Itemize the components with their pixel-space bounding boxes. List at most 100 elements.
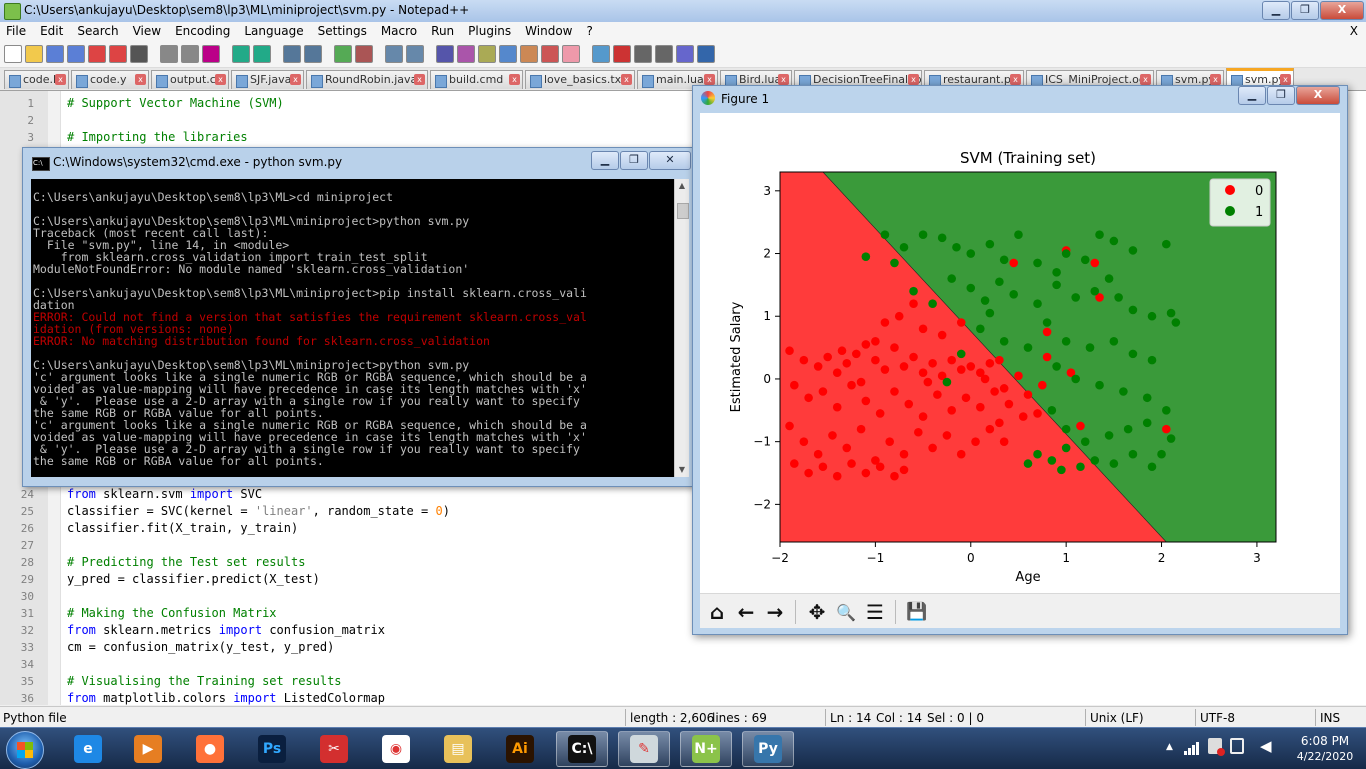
menu-item[interactable]: Macro xyxy=(380,24,418,38)
menu-item[interactable]: Window xyxy=(525,24,573,38)
monitoring-icon[interactable] xyxy=(592,45,610,63)
menu-item[interactable]: Plugins xyxy=(468,24,512,38)
tray-expand-icon[interactable]: ▲ xyxy=(1166,742,1173,752)
npp-maximize-button[interactable]: ❐ xyxy=(1291,1,1319,20)
tab-close-icon[interactable]: x xyxy=(1010,74,1021,85)
save-icon[interactable] xyxy=(46,45,64,63)
pan-icon[interactable]: ✥ xyxy=(808,600,826,624)
menu-item[interactable]: Settings xyxy=(317,24,367,38)
taskbar-app-6[interactable]: ◉ xyxy=(370,731,422,767)
save-macro-icon[interactable] xyxy=(697,45,715,63)
back-arrow-icon[interactable]: ← xyxy=(737,600,755,624)
taskbar-app-8[interactable]: Ai xyxy=(494,731,546,767)
editor-tab[interactable]: love_basics.txt x xyxy=(525,70,635,89)
forward-arrow-icon[interactable]: → xyxy=(766,600,784,624)
replace-icon[interactable] xyxy=(304,45,322,63)
save-all-icon[interactable] xyxy=(67,45,85,63)
configure-subplots-icon[interactable]: ☰ xyxy=(866,600,884,624)
run-macro-multiple-icon[interactable] xyxy=(676,45,694,63)
language-icon[interactable] xyxy=(499,45,517,63)
save-icon[interactable]: 💾 xyxy=(906,602,928,622)
menu-item[interactable]: Edit xyxy=(40,24,64,38)
zoom-icon[interactable]: 🔍 xyxy=(836,602,856,622)
menu-item[interactable]: View xyxy=(132,24,162,38)
show-all-chars-icon[interactable] xyxy=(457,45,475,63)
editor-tab[interactable]: output.c x xyxy=(151,70,229,89)
editor-tab[interactable]: svm.py x xyxy=(1226,68,1294,90)
figure-minimize-button[interactable]: ▁ xyxy=(1238,86,1266,105)
tab-close-icon[interactable]: x xyxy=(1140,74,1151,85)
scroll-down-icon[interactable]: ▼ xyxy=(678,465,686,474)
paste-icon[interactable] xyxy=(202,45,220,63)
menu-item[interactable]: Search xyxy=(77,24,119,38)
doc-map-icon[interactable] xyxy=(520,45,538,63)
taskbar-app-11[interactable]: N+ xyxy=(680,731,732,767)
cmd-scrollbar[interactable]: ▲ ▼ xyxy=(674,179,689,477)
taskbar-app-7[interactable]: ▤ xyxy=(432,731,484,767)
stop-record-icon[interactable] xyxy=(634,45,652,63)
taskbar-app-10[interactable]: ✎ xyxy=(618,731,670,767)
action-center-flag-icon[interactable] xyxy=(1208,738,1225,756)
zoom-in-icon[interactable] xyxy=(334,45,352,63)
taskbar-app-1[interactable]: e xyxy=(62,731,114,767)
word-wrap-icon[interactable] xyxy=(436,45,454,63)
console-output[interactable]: C:\Users\ankujayu\Desktop\sem8\lp3\ML>cd… xyxy=(31,179,674,477)
menu-item[interactable]: File xyxy=(6,24,27,38)
sync-vertical-icon[interactable] xyxy=(385,45,403,63)
menu-item[interactable]: Encoding xyxy=(175,24,231,38)
tab-close-icon[interactable]: x xyxy=(1280,74,1291,85)
find-icon[interactable] xyxy=(283,45,301,63)
close-all-icon[interactable] xyxy=(109,45,127,63)
device-icon[interactable] xyxy=(1230,738,1244,754)
menu-item[interactable]: Language xyxy=(244,24,304,38)
npp-minimize-button[interactable]: ▁ xyxy=(1262,1,1290,20)
tab-close-icon[interactable]: x xyxy=(290,74,301,85)
cmd-close-button[interactable]: ✕ xyxy=(649,151,691,170)
tab-close-icon[interactable]: x xyxy=(414,74,425,85)
taskbar-app-2[interactable]: ▶ xyxy=(122,731,174,767)
cmd-minimize-button[interactable]: ▁ xyxy=(591,151,619,170)
clock-time[interactable]: 6:08 PM xyxy=(1300,734,1350,748)
figure-canvas[interactable]: −2 −1 0 1 2 3 −2 −1 0 1 2 3 SVM (Training set) Age… xyxy=(700,113,1340,593)
function-list-icon[interactable] xyxy=(541,45,559,63)
taskbar-app-9[interactable]: C:\ xyxy=(556,731,608,767)
menu-item[interactable]: ? xyxy=(586,24,593,38)
tab-close-icon[interactable]: x xyxy=(621,74,632,85)
tab-close-icon[interactable]: x xyxy=(1210,74,1221,85)
tab-close-icon[interactable]: x xyxy=(509,74,520,85)
npp-close-button[interactable]: X xyxy=(1320,1,1364,20)
start-button[interactable] xyxy=(6,731,44,769)
tab-close-icon[interactable]: x xyxy=(908,74,919,85)
home-icon[interactable]: ⌂ xyxy=(709,600,725,624)
network-signal-icon[interactable] xyxy=(1184,739,1200,755)
redo-icon[interactable] xyxy=(253,45,271,63)
copy-icon[interactable] xyxy=(181,45,199,63)
cut-icon[interactable] xyxy=(160,45,178,63)
tab-close-icon[interactable]: x xyxy=(704,74,715,85)
document-close-button[interactable]: X xyxy=(1349,24,1358,38)
play-macro-icon[interactable] xyxy=(655,45,673,63)
menu-item[interactable]: Run xyxy=(431,24,455,38)
tab-close-icon[interactable]: x xyxy=(778,74,789,85)
record-macro-icon[interactable] xyxy=(613,45,631,63)
taskbar-app-12[interactable]: Py xyxy=(742,731,794,767)
editor-tab[interactable]: main.lua x xyxy=(637,70,718,89)
scroll-thumb[interactable] xyxy=(677,203,689,219)
zoom-out-icon[interactable] xyxy=(355,45,373,63)
figure-close-button[interactable]: X xyxy=(1296,86,1340,105)
editor-tab[interactable]: DecisionTreeFinal.ipynbx xyxy=(794,70,922,89)
scroll-up-icon[interactable]: ▲ xyxy=(678,181,686,190)
editor-tab[interactable]: restaurant.py x xyxy=(924,70,1024,89)
figure-maximize-button[interactable]: ❐ xyxy=(1267,86,1295,105)
tab-close-icon[interactable]: x xyxy=(215,74,226,85)
editor-tab[interactable]: code.l x xyxy=(4,70,69,89)
editor-tab[interactable]: Bird.lua x xyxy=(720,70,792,89)
editor-tab[interactable]: ICS_MiniProject.odt x xyxy=(1026,70,1154,89)
taskbar-app-4[interactable]: Ps xyxy=(246,731,298,767)
editor-tab[interactable]: code.y x xyxy=(71,70,149,89)
editor-tab[interactable]: RoundRobin.java x xyxy=(306,70,428,89)
taskbar-app-5[interactable]: ✂ xyxy=(308,731,360,767)
print-icon[interactable] xyxy=(130,45,148,63)
tab-close-icon[interactable]: x xyxy=(55,74,66,85)
new-file-icon[interactable] xyxy=(4,45,22,63)
